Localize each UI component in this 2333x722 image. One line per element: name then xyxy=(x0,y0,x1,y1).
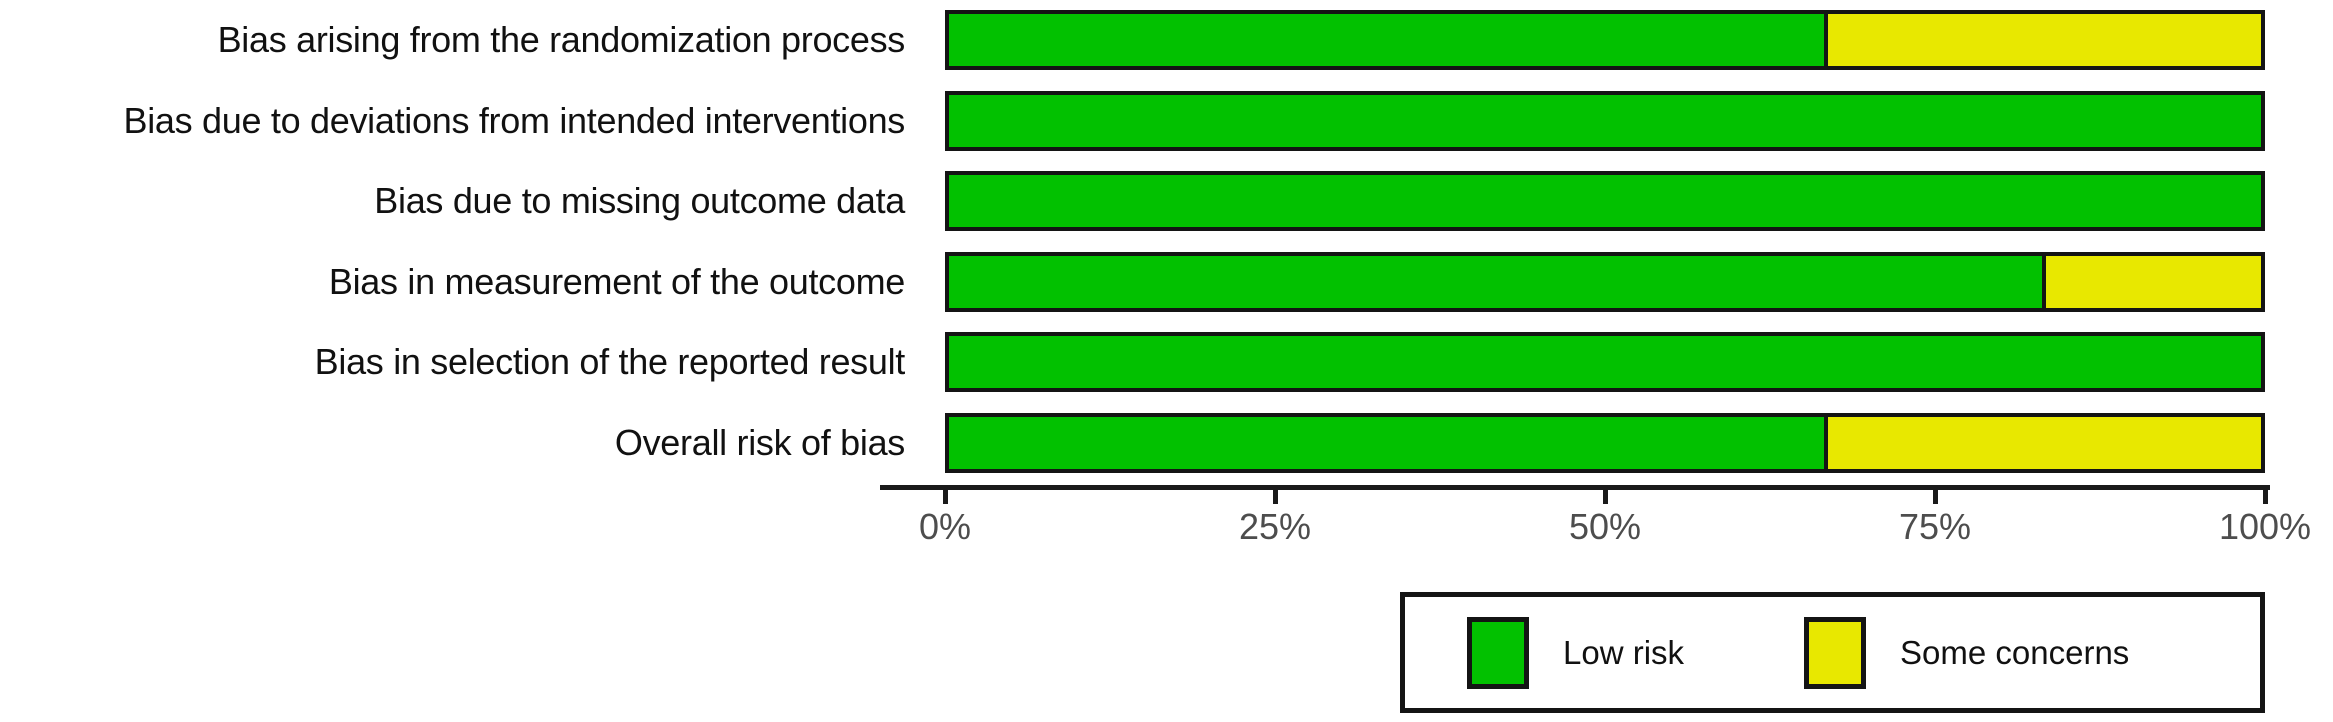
stacked-bar xyxy=(945,413,2265,473)
legend-key-some-concerns-icon xyxy=(1804,616,1867,689)
chart-row: Bias in selection of the reported result xyxy=(0,332,2265,392)
legend-item-some-concerns: Some concerns xyxy=(1804,616,2130,689)
legend-key-low-risk-icon xyxy=(1467,616,1529,689)
chart-row: Bias due to missing outcome data xyxy=(0,171,2265,231)
chart-row: Overall risk of bias xyxy=(0,413,2265,473)
category-label: Bias due to deviations from intended int… xyxy=(123,100,906,141)
axis-tick-label: 50% xyxy=(1568,506,1642,547)
legend-label-low-risk: Low risk xyxy=(1563,633,1685,671)
chart-row: Bias in measurement of the outcome xyxy=(0,252,2265,312)
bar-segment-low-risk xyxy=(949,95,2261,147)
axis-tick-label: 100% xyxy=(2218,506,2312,547)
axis-tick-label: 25% xyxy=(1238,506,1312,547)
stacked-bar xyxy=(945,252,2265,312)
stacked-bar xyxy=(945,332,2265,392)
category-label: Bias in measurement of the outcome xyxy=(328,261,905,302)
axis-tick-label: 75% xyxy=(1898,506,1972,547)
x-axis-line xyxy=(880,485,2270,490)
stacked-bar xyxy=(945,10,2265,70)
category-label: Bias in selection of the reported result xyxy=(314,341,906,382)
legend-label-some-concerns: Some concerns xyxy=(1900,633,2130,671)
axis-tick-label: 0% xyxy=(918,506,972,547)
category-label: Overall risk of bias xyxy=(614,422,905,463)
legend-item-low-risk: Low risk xyxy=(1467,616,1685,689)
bar-segment-some-concerns xyxy=(1824,417,2261,469)
bar-segment-some-concerns xyxy=(2041,256,2261,308)
stacked-bar xyxy=(945,91,2265,151)
category-label: Bias due to missing outcome data xyxy=(374,180,905,221)
axis-tick xyxy=(2263,490,2268,504)
axis-tick xyxy=(943,490,948,504)
bar-segment-low-risk xyxy=(949,336,2261,388)
stacked-bar xyxy=(945,171,2265,231)
legend: Low risk Some concerns xyxy=(1400,592,2265,713)
bar-segment-low-risk xyxy=(949,417,1825,469)
bar-segment-low-risk xyxy=(949,14,1825,66)
category-label: Bias arising from the randomization proc… xyxy=(217,19,906,60)
chart-row: Bias due to deviations from intended int… xyxy=(0,91,2265,151)
bar-segment-some-concerns xyxy=(1824,14,2261,66)
axis-tick xyxy=(1933,490,1938,504)
bar-segment-low-risk xyxy=(949,256,2042,308)
axis-tick xyxy=(1603,490,1608,504)
bar-segment-low-risk xyxy=(949,175,2261,227)
axis-tick xyxy=(1273,490,1278,504)
chart-row: Bias arising from the randomization proc… xyxy=(0,10,2265,70)
